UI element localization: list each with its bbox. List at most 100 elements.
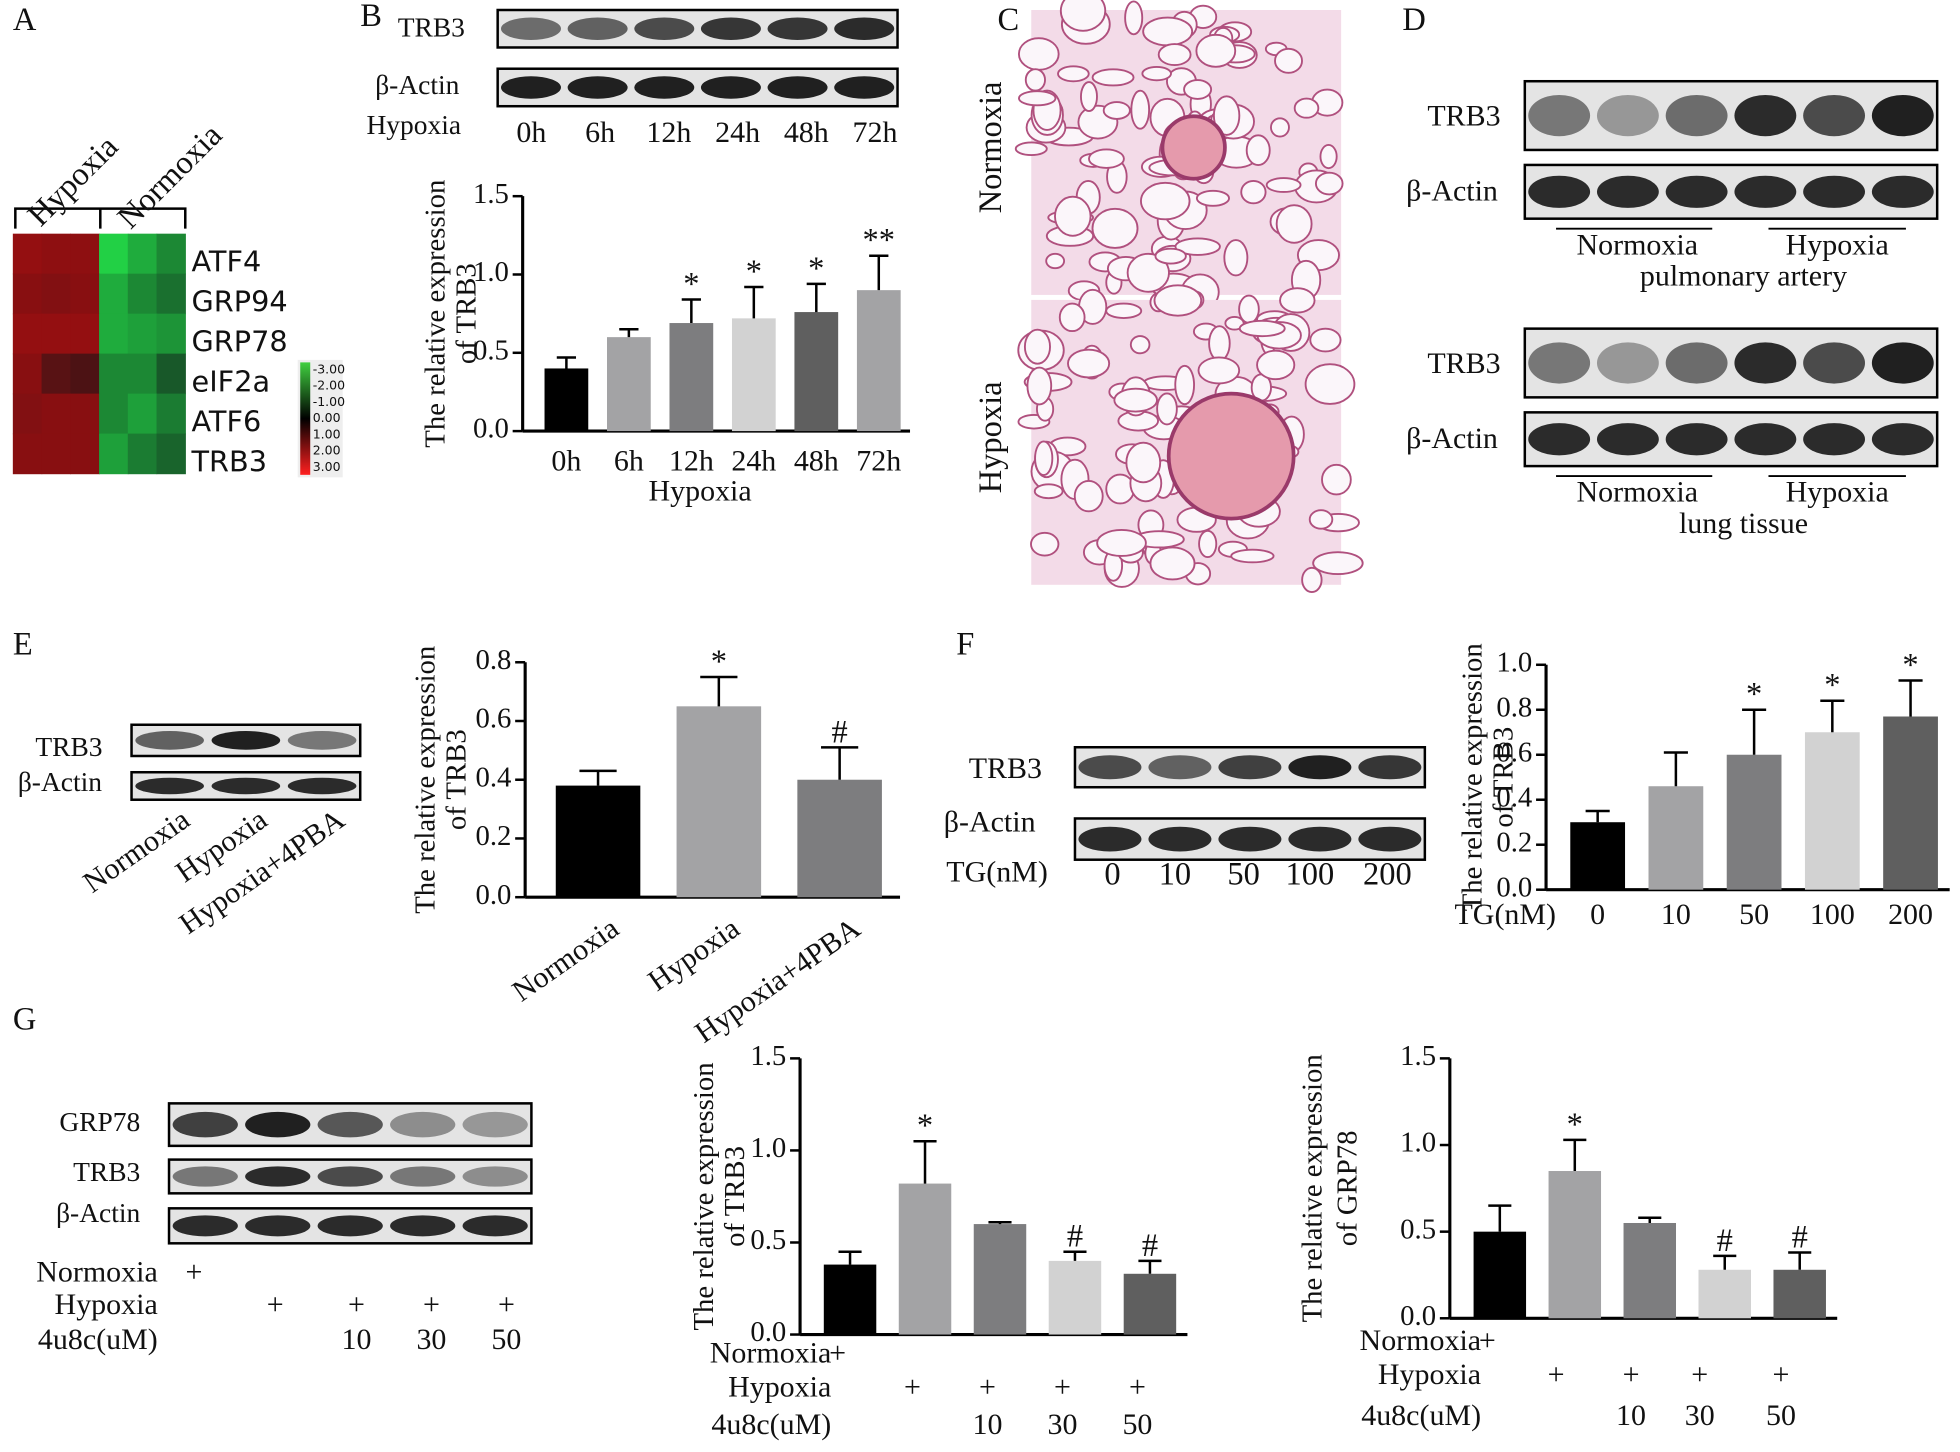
blot-label: TRB3 [73,1157,140,1187]
x-axis-label: Hypoxia [648,474,751,507]
blot-band [287,777,357,795]
treatment-mark: 30 [1685,1399,1715,1432]
bar [1548,1171,1602,1319]
error-bar [579,769,617,786]
heatmap-cell [70,433,100,475]
x-tick-label: 50 [1739,898,1769,931]
alveolus [1141,65,1172,82]
alveolus [1301,566,1323,594]
bar [823,1264,877,1335]
alveolus [1198,529,1218,559]
treatment-mark: + [267,1288,284,1321]
alveolus [1080,81,1098,113]
x-tick-label: 10 [1661,898,1691,931]
blot-band [1596,423,1659,456]
blot-band [1078,826,1142,852]
blot-band [1596,342,1659,384]
alveolus [1149,546,1196,581]
alveolus [1197,356,1241,385]
blot-band [1871,175,1934,208]
heatmap-cell [12,233,43,275]
alveolus [1195,189,1230,207]
heatmap-cell [41,393,71,435]
x-tick-label: 24h [731,444,776,477]
alveolus [1113,387,1158,413]
treatment-name: Hypoxia [1378,1358,1481,1391]
lane-label: 10 [1159,857,1191,893]
heatmap-cell [70,393,100,435]
y-tick-label: 0.4 [1496,781,1532,813]
heatmap-cell [12,433,43,475]
error-bar [1742,708,1767,755]
blot-frame [496,67,899,108]
error-bar [619,328,639,338]
alveolus [1309,327,1342,353]
blot-band [1871,423,1934,456]
treatment-mark: 30 [1047,1408,1077,1441]
error-bar [1713,1254,1737,1270]
panel-letter: D [1402,2,1425,38]
blot-label: GRP78 [59,1107,140,1137]
blot-band [1528,94,1591,137]
heatmap-cell [12,313,43,355]
lane-label: Normoxia [77,803,195,900]
y-tick-label: 0.4 [475,761,511,793]
alveolus [1034,440,1054,477]
blot-band [1734,342,1797,384]
alveolus [1293,97,1320,119]
blot-band [245,1111,311,1138]
blot-band [1148,755,1212,780]
y-tick-label: 0.0 [475,879,511,911]
lane-label: 24h [715,116,760,149]
y-axis-label: The relative expression [1296,1054,1328,1322]
x-tick-label: 100 [1810,898,1855,931]
alveolus [1153,284,1203,317]
bar [669,323,714,432]
colorbar-label: 1.00 [313,426,341,441]
error-bar [1585,809,1610,823]
blot-band [1288,826,1352,852]
alveolus [1304,363,1356,405]
blot-label: β-Actin [1406,175,1498,208]
blot-band [834,17,895,40]
error-bar [838,1250,862,1265]
group-label: Hypoxia [1786,228,1889,261]
alveolus [1125,441,1162,484]
blot-band [211,777,281,795]
blot-band [1358,826,1422,852]
heatmap-cell [127,313,158,355]
alveolus [1312,551,1364,576]
blot-band [500,76,561,99]
blot-frame [1523,411,1939,468]
blot-band [172,1215,238,1237]
alveolus [1238,294,1260,324]
alveolus [1023,328,1051,365]
error-bar [1063,1250,1087,1261]
blot-label: β-Actin [18,767,102,797]
alveolus [1073,479,1104,513]
blot-frame [1523,163,1939,220]
blot-band [1871,94,1934,137]
alveolus [1245,134,1271,167]
alveolus [1014,141,1048,157]
blot-frame [1523,327,1939,399]
x-tick-label: 6h [614,444,644,477]
y-tick-label: 0.5 [750,1224,786,1256]
blot-band [1665,342,1728,384]
significance-mark: * [1567,1107,1583,1143]
blot-band [1734,175,1797,208]
heatmap-cell [99,393,129,435]
heatmap-cell [70,313,100,355]
lane-label: 72h [853,116,898,149]
blot-band [317,1215,383,1237]
alveolus [1256,349,1296,381]
alveolus [1096,529,1147,557]
bar [794,312,839,432]
heatmap-cell [41,233,71,275]
treatment-mark: + [186,1255,203,1288]
vessel [1166,391,1296,521]
alveolus [1067,348,1111,379]
bar [1048,1260,1102,1335]
blot-band [172,1166,238,1187]
colorbar-label: -2.00 [313,378,345,393]
